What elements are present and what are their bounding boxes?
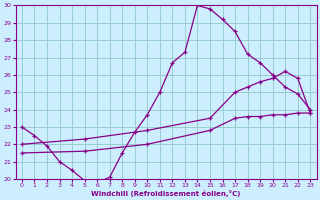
X-axis label: Windchill (Refroidissement éolien,°C): Windchill (Refroidissement éolien,°C) xyxy=(92,190,241,197)
